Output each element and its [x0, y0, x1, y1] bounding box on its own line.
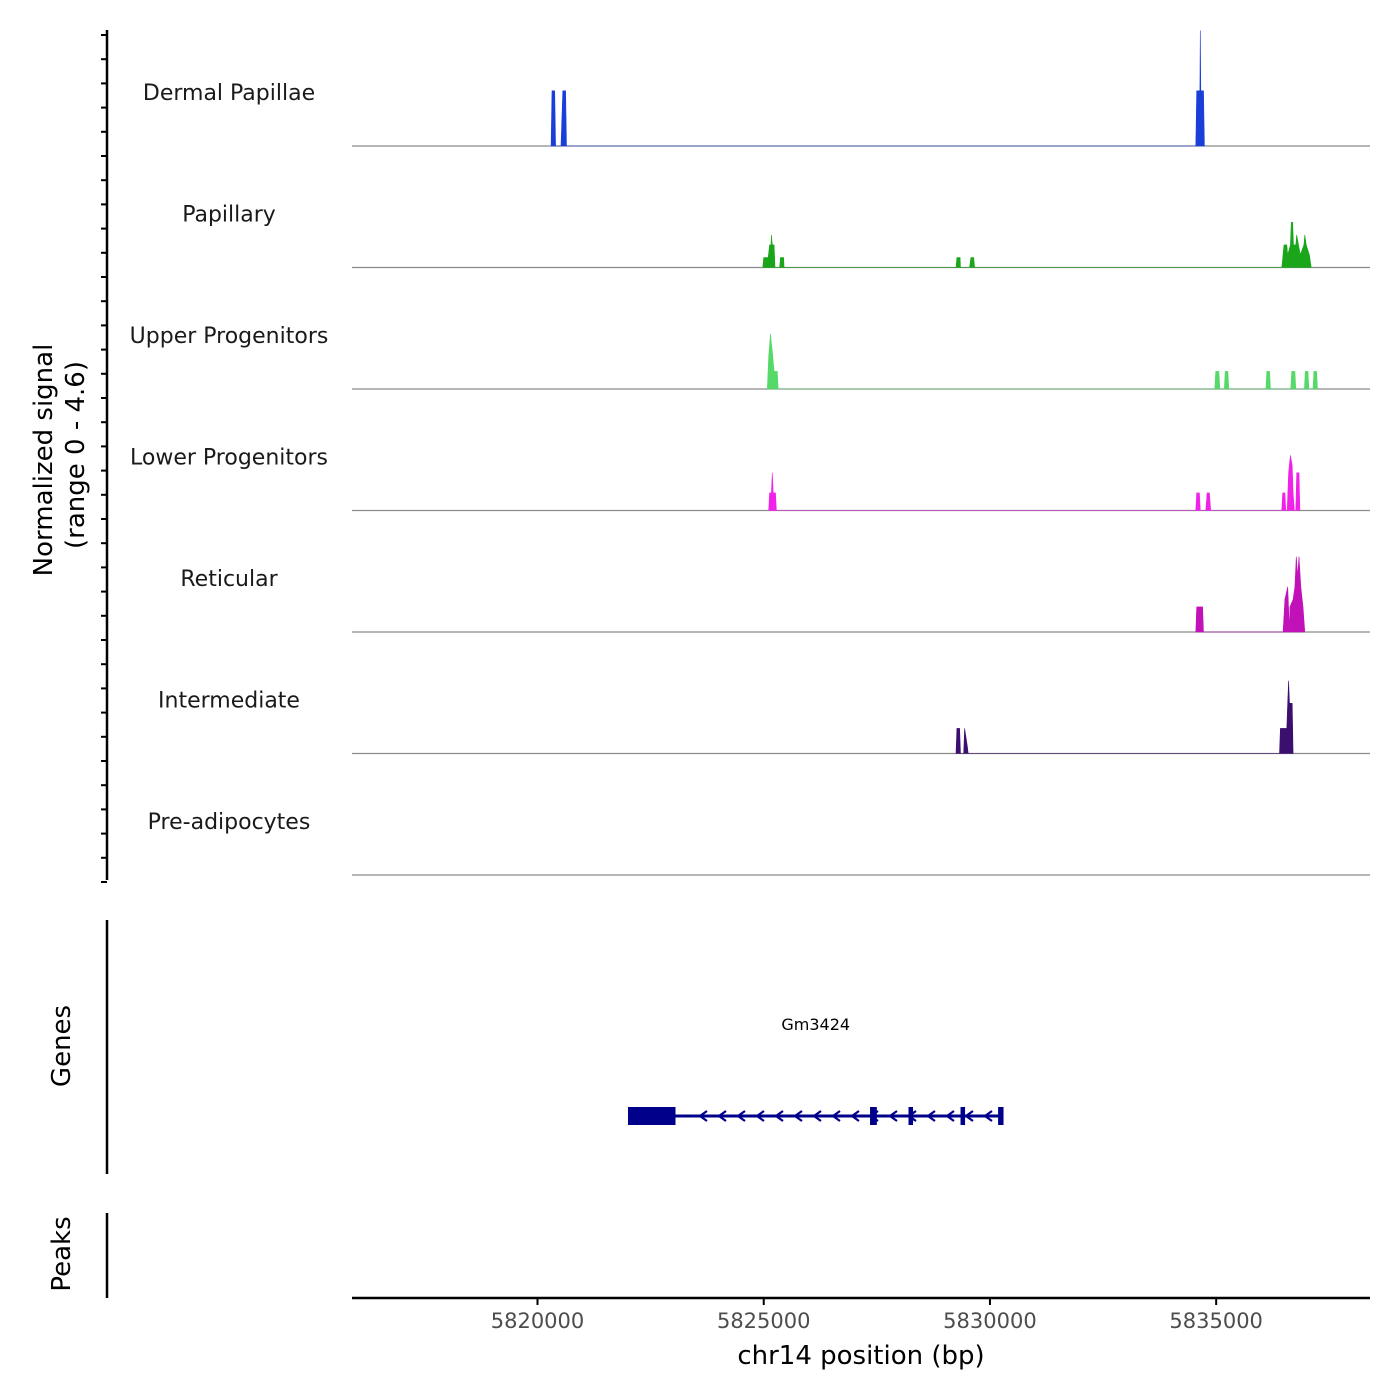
exon-block: [998, 1107, 1004, 1125]
coverage-axis-ticks: [101, 34, 107, 883]
exon-block: [870, 1107, 877, 1125]
strand-arrow: [812, 1110, 822, 1122]
exon-block: [908, 1107, 914, 1125]
track-label: Pre-adipocytes: [148, 810, 311, 835]
strand-arrow: [964, 1110, 974, 1122]
strand-arrow: [698, 1110, 708, 1122]
strand-arrow: [717, 1110, 727, 1122]
gene-track: Gm3424: [627, 1015, 1004, 1125]
signal-area: [768, 455, 1301, 511]
x-tick-label: 5830000: [943, 1309, 1037, 1333]
strand-arrow: [736, 1110, 746, 1122]
y-axis-title: Normalized signal: [29, 344, 59, 577]
x-tick-label: 5835000: [1169, 1309, 1263, 1333]
exon-block: [960, 1107, 966, 1125]
strand-arrow: [850, 1110, 860, 1122]
strand-arrow: [755, 1110, 765, 1122]
track-label: Dermal Papillae: [143, 81, 315, 106]
signal-area: [550, 30, 1205, 147]
genes-axis-title: Genes: [47, 1005, 77, 1087]
gene-name-label: Gm3424: [781, 1015, 850, 1034]
strand-arrow: [983, 1110, 993, 1122]
coverage-tracks: Dermal Papillae Papillary Upper Progenitor…: [130, 30, 1370, 876]
track-label: Lower Progenitors: [130, 446, 328, 471]
track-label: Upper Progenitors: [130, 324, 329, 349]
strand-arrow: [945, 1110, 955, 1122]
x-tick-label: 5825000: [717, 1309, 811, 1333]
track-label: Papillary: [182, 203, 276, 228]
strand-arrow: [926, 1110, 936, 1122]
signal-area: [766, 333, 1318, 390]
x-axis-title: chr14 position (bp): [737, 1341, 984, 1371]
x-tick-label: 5820000: [491, 1309, 585, 1333]
strand-arrow: [774, 1110, 784, 1122]
track-label: Intermediate: [158, 689, 300, 714]
signal-area: [1195, 556, 1306, 633]
peaks-axis-title: Peaks: [47, 1216, 77, 1291]
strand-arrow: [888, 1110, 898, 1122]
x-axis-ticks: 5820000 5825000 5830000 5835000: [491, 1298, 1263, 1333]
y-axis-range: (range 0 - 4.6): [61, 361, 91, 549]
strand-arrow: [793, 1110, 803, 1122]
track-label: Reticular: [180, 567, 278, 592]
exon-block: [627, 1107, 676, 1125]
strand-arrow: [831, 1110, 841, 1122]
signal-area: [762, 222, 1312, 268]
signal-area: [955, 680, 1294, 754]
